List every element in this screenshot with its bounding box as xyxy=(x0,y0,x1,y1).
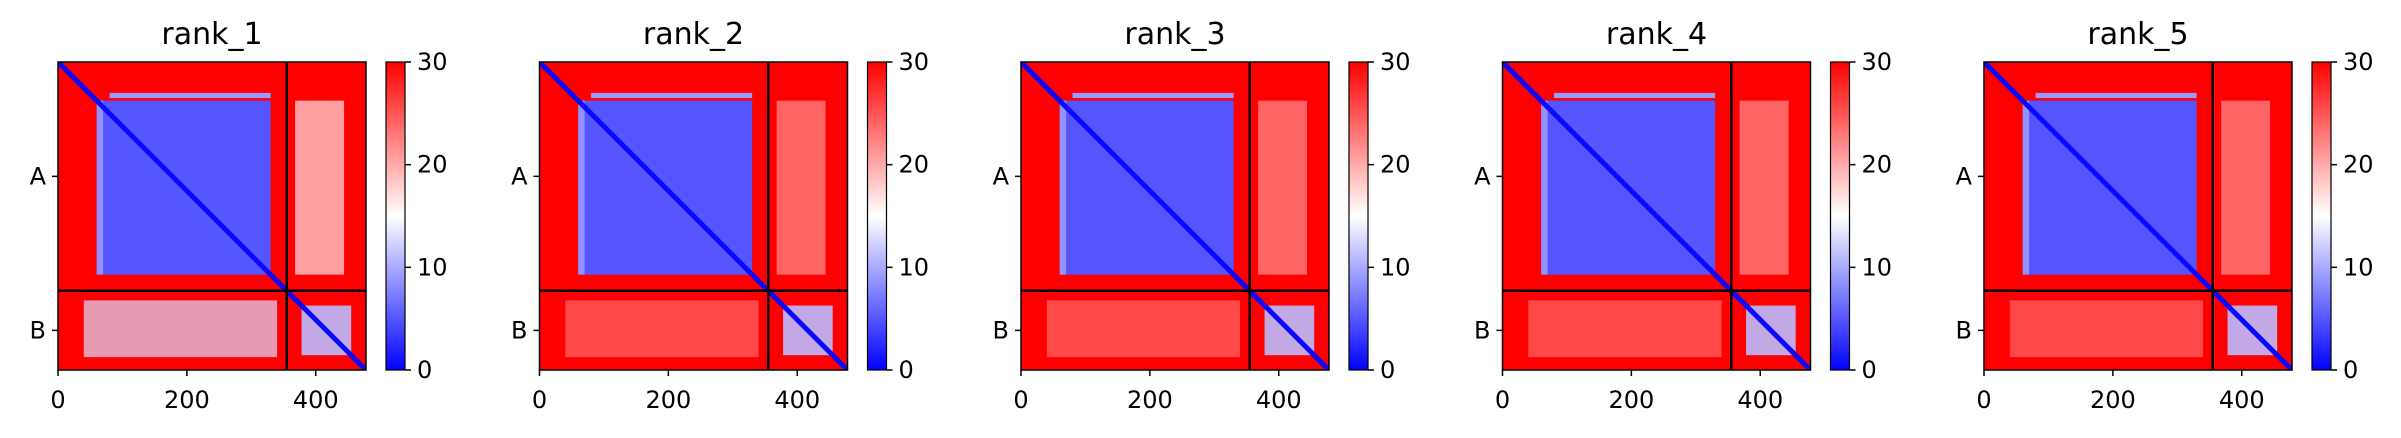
x-tick-label: 400 xyxy=(774,386,820,414)
x-tick-label: 200 xyxy=(2090,386,2136,414)
core-top-stripe xyxy=(1554,92,1716,99)
y-tick-label: A xyxy=(1474,162,1491,190)
colorbar xyxy=(1348,61,1369,371)
x-tick-label: 0 xyxy=(1013,386,1028,414)
x-tick-label: 200 xyxy=(164,386,210,414)
pae-panel-5: rank_5 0 200 400 A B 0 10 20 30 xyxy=(1956,17,2374,414)
colorbar-tick-label: 30 xyxy=(899,48,930,76)
pae-panel-1: rank_1 0 200 400 A B 0 10 20 30 xyxy=(30,17,448,414)
colorbar-tick-label: 10 xyxy=(417,253,448,281)
x-tick-label: 400 xyxy=(1737,386,1783,414)
plot-frame xyxy=(57,61,367,371)
core-edge-stripe xyxy=(2022,100,2030,275)
colorbar-tick-label: 0 xyxy=(1380,356,1395,384)
interchain-block-AB xyxy=(1258,100,1308,275)
panel-title: rank_3 xyxy=(1124,17,1225,52)
panel-title: rank_2 xyxy=(643,17,744,52)
x-tick-label: 200 xyxy=(645,386,691,414)
core-top-stripe xyxy=(591,92,753,99)
colorbar-tick-label: 30 xyxy=(417,48,448,76)
y-tick-label: B xyxy=(511,316,527,344)
x-tick-label: 400 xyxy=(2219,386,2265,414)
x-tick-label: 0 xyxy=(1976,386,1991,414)
heatmap xyxy=(1984,62,2292,370)
colorbar-tick-label: 30 xyxy=(1380,48,1411,76)
y-tick-label: A xyxy=(30,162,47,190)
colorbar-tick-label: 20 xyxy=(1380,151,1411,179)
colorbar-tick-label: 0 xyxy=(1862,356,1877,384)
y-tick-label: B xyxy=(1474,316,1490,344)
interchain-block-AB xyxy=(776,100,826,275)
core-edge-stripe xyxy=(1059,100,1067,275)
interchain-block-BA xyxy=(2009,300,2204,358)
y-tick-label: A xyxy=(1956,162,1973,190)
x-tick-label: 0 xyxy=(532,386,547,414)
pae-panel-3: rank_3 0 200 400 A B 0 10 20 30 xyxy=(993,17,1411,414)
heatmap xyxy=(539,62,848,370)
colorbar xyxy=(866,61,888,371)
colorbar-tick-label: 0 xyxy=(899,356,914,384)
plot-frame xyxy=(1983,61,2293,371)
colorbar xyxy=(1829,61,1851,371)
core-edge-stripe xyxy=(96,100,104,275)
y-tick-label: B xyxy=(30,316,46,344)
interchain-block-BA xyxy=(1528,300,1722,358)
diagonal xyxy=(539,62,848,370)
x-tick-label: 200 xyxy=(1608,386,1654,414)
panel-title: rank_1 xyxy=(161,17,262,52)
core-edge-stripe xyxy=(1541,100,1548,275)
interchain-block-AB xyxy=(2221,100,2271,275)
core-top-stripe xyxy=(1072,92,1234,99)
interchain-block-AB xyxy=(295,100,345,275)
y-tick-label: A xyxy=(511,162,528,190)
panel-title: rank_4 xyxy=(1606,17,1707,52)
diagonal xyxy=(1984,62,2292,370)
diagonal xyxy=(1502,62,1811,370)
pae-panel-2: rank_2 0 200 400 A B 0 10 20 30 xyxy=(511,17,929,414)
heatmap xyxy=(1021,62,1329,370)
interchain-block-AB xyxy=(1739,100,1789,275)
core-top-stripe xyxy=(109,92,271,99)
diagonal xyxy=(1021,62,1329,370)
x-tick-label: 0 xyxy=(50,386,65,414)
interchain-block-BA xyxy=(83,300,278,358)
colorbar-tick-label: 30 xyxy=(1862,48,1893,76)
colorbar-tick-label: 20 xyxy=(1862,151,1893,179)
colorbar-tick-label: 10 xyxy=(1380,253,1411,281)
colorbar-tick-label: 30 xyxy=(2343,48,2374,76)
y-tick-label: B xyxy=(993,316,1009,344)
core-edge-stripe xyxy=(578,100,585,275)
plot-frame xyxy=(538,61,849,371)
plot-frame xyxy=(1020,61,1330,371)
core-top-stripe xyxy=(2035,92,2197,99)
diagonal xyxy=(58,62,366,370)
x-tick-label: 0 xyxy=(1495,386,1510,414)
panel-title: rank_5 xyxy=(2087,17,2188,52)
colorbar-tick-label: 10 xyxy=(1862,253,1893,281)
x-tick-label: 200 xyxy=(1127,386,1173,414)
plot-frame xyxy=(1501,61,1812,371)
colorbar-tick-label: 20 xyxy=(417,151,448,179)
heatmap xyxy=(58,62,366,370)
colorbar-tick-label: 10 xyxy=(899,253,930,281)
colorbar xyxy=(385,61,406,371)
colorbar-tick-label: 0 xyxy=(417,356,432,384)
colorbar-tick-label: 10 xyxy=(2343,253,2374,281)
x-tick-label: 400 xyxy=(293,386,339,414)
colorbar-tick-label: 20 xyxy=(899,151,930,179)
colorbar-tick-label: 20 xyxy=(2343,151,2374,179)
pae-panel-4: rank_4 0 200 400 A B 0 10 20 30 xyxy=(1474,17,1892,414)
colorbar-tick-label: 0 xyxy=(2343,356,2358,384)
interchain-block-BA xyxy=(1046,300,1241,358)
heatmap xyxy=(1502,62,1811,370)
x-tick-label: 400 xyxy=(1256,386,1302,414)
colorbar xyxy=(2311,61,2332,371)
interchain-block-BA xyxy=(565,300,759,358)
y-tick-label: B xyxy=(1956,316,1972,344)
y-tick-label: A xyxy=(993,162,1010,190)
